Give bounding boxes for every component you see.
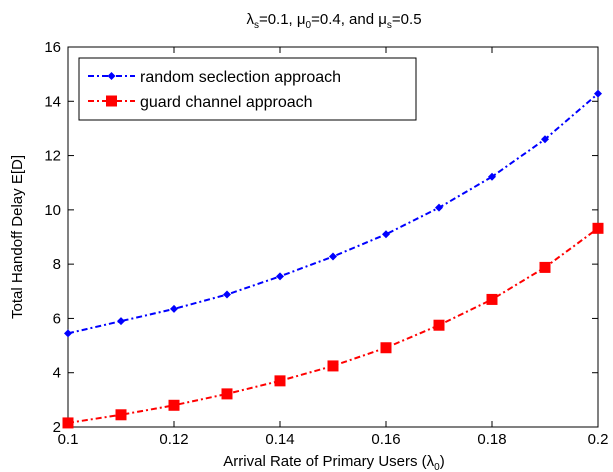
x-tick-label: 0.16 bbox=[371, 431, 400, 448]
y-axis-label: Total Handoff Delay E[D] bbox=[9, 155, 26, 319]
y-tick-label: 14 bbox=[44, 93, 61, 110]
data-point bbox=[170, 304, 178, 313]
data-point bbox=[541, 135, 549, 144]
x-tick-label: 0.14 bbox=[265, 431, 294, 448]
legend-label-random: random seclection approach bbox=[140, 69, 341, 86]
data-point bbox=[62, 417, 74, 429]
y-tick-label: 16 bbox=[44, 39, 61, 56]
y-tick-label: 4 bbox=[53, 365, 61, 382]
data-point bbox=[327, 360, 339, 372]
data-point bbox=[488, 172, 496, 181]
data-point bbox=[435, 203, 443, 212]
data-point bbox=[433, 319, 445, 331]
y-tick-label: 6 bbox=[53, 310, 61, 327]
data-point bbox=[274, 375, 286, 387]
data-point bbox=[539, 261, 551, 273]
data-point bbox=[117, 317, 125, 326]
y-tick-label: 2 bbox=[53, 419, 61, 436]
data-point bbox=[115, 409, 127, 421]
series-layer bbox=[62, 89, 604, 429]
data-point bbox=[168, 399, 180, 411]
data-point bbox=[382, 230, 390, 239]
data-point bbox=[64, 329, 72, 338]
y-tick-label: 12 bbox=[44, 148, 61, 165]
series-1 bbox=[62, 222, 604, 429]
legend-label-guard: guard channel approach bbox=[140, 94, 313, 111]
data-point bbox=[486, 293, 498, 305]
data-point bbox=[592, 222, 604, 234]
legend: random seclection approach guard channel… bbox=[78, 57, 417, 121]
y-tick-label: 8 bbox=[53, 256, 61, 273]
data-point bbox=[329, 252, 337, 261]
legend-box bbox=[78, 57, 417, 121]
ticks-layer: 0.1 0.12 0.14 0.16 0.18 0.2 2 4 6 8 10 12 14 16 bbox=[44, 39, 608, 448]
data-point bbox=[221, 388, 233, 400]
legend-marker-guard bbox=[106, 95, 117, 107]
y-tick-label: 10 bbox=[44, 202, 61, 219]
data-point bbox=[223, 290, 231, 299]
series-0 bbox=[64, 89, 602, 338]
x-tick-label: 0.1 bbox=[58, 431, 79, 448]
data-point bbox=[594, 89, 602, 98]
x-tick-label: 0.2 bbox=[588, 431, 609, 448]
x-axis-label: Arrival Rate of Primary Users (λ0) bbox=[223, 453, 444, 472]
x-tick-label: 0.12 bbox=[159, 431, 188, 448]
x-tick-label: 0.18 bbox=[477, 431, 506, 448]
legend-marker-random bbox=[107, 72, 116, 80]
chart-title: λs=0.1, μ0=0.4, and μs=0.5 bbox=[246, 11, 421, 31]
data-point bbox=[276, 272, 284, 281]
data-point bbox=[380, 342, 392, 354]
